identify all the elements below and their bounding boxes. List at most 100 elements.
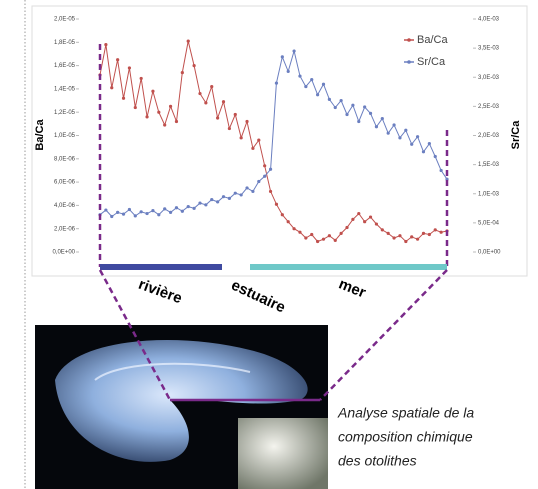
data-point	[292, 227, 295, 230]
data-point	[104, 43, 107, 46]
data-point	[387, 132, 390, 135]
data-point	[345, 113, 348, 116]
data-point	[281, 213, 284, 216]
y-tick-label: 1,0E-05	[54, 133, 76, 139]
data-point	[298, 231, 301, 234]
data-point	[134, 214, 137, 217]
y-tick-label: 8,0E-06	[54, 156, 76, 162]
data-point	[163, 207, 166, 210]
data-point	[204, 101, 207, 104]
data-point	[234, 113, 237, 116]
data-point	[110, 215, 113, 218]
data-point	[316, 93, 319, 96]
data-point	[198, 201, 201, 204]
y2-tick-label: 4,0E-03	[478, 17, 500, 23]
data-point	[169, 211, 172, 214]
data-point	[210, 85, 213, 88]
y2-tick-label: 2,5E-03	[478, 104, 500, 110]
data-point	[181, 71, 184, 74]
data-point	[151, 90, 154, 93]
data-point	[151, 209, 154, 212]
y-tick-label: 2,0E-05	[54, 17, 76, 23]
y2-tick-label: 2,0E-03	[478, 133, 500, 139]
data-point	[434, 155, 437, 158]
legend-swatch-dot	[407, 60, 411, 64]
data-point	[228, 127, 231, 130]
data-point	[422, 232, 425, 235]
data-point	[328, 234, 331, 237]
data-point	[416, 238, 419, 241]
data-point	[304, 85, 307, 88]
data-point	[428, 233, 431, 236]
data-point	[128, 66, 131, 69]
data-point	[369, 112, 372, 115]
data-point	[275, 203, 278, 206]
data-point	[287, 70, 290, 73]
figure: Ba/Ca Sr/Ca 0,0E+002,0E-064,0E-066,0E-06…	[0, 0, 538, 489]
data-point	[375, 125, 378, 128]
data-point	[245, 120, 248, 123]
caption-line: des otolithes	[338, 453, 417, 469]
y2-tick-label: 3,0E-03	[478, 75, 500, 81]
data-point	[169, 105, 172, 108]
y-axis-title: Ba/Ca	[34, 119, 46, 151]
data-point	[322, 238, 325, 241]
data-point	[222, 100, 225, 103]
data-point	[275, 81, 278, 84]
y-tick-label: 4,0E-06	[54, 203, 76, 209]
data-point	[281, 55, 284, 58]
data-point	[257, 139, 260, 142]
data-point	[145, 115, 148, 118]
y-tick-label: 2,0E-06	[54, 226, 76, 232]
caption-line: Analyse spatiale de la	[337, 405, 474, 421]
data-point	[263, 164, 266, 167]
y2-tick-label: 3,5E-03	[478, 46, 500, 52]
data-point	[357, 212, 360, 215]
data-point	[387, 232, 390, 235]
data-point	[440, 231, 443, 234]
data-point	[398, 136, 401, 139]
data-point	[245, 186, 248, 189]
data-point	[363, 105, 366, 108]
data-point	[410, 143, 413, 146]
zone-label: estuaire	[229, 277, 288, 317]
data-point	[298, 74, 301, 77]
legend-swatch-dot	[407, 38, 411, 42]
data-point	[204, 203, 207, 206]
data-point	[193, 207, 196, 210]
y2-tick-label: 1,5E-03	[478, 162, 500, 168]
data-point	[163, 123, 166, 126]
data-point	[116, 58, 119, 61]
data-point	[375, 222, 378, 225]
data-point	[287, 220, 290, 223]
y2-tick-label: 0,0E+00	[478, 250, 501, 256]
data-point	[363, 220, 366, 223]
data-point	[251, 147, 254, 150]
data-point	[175, 120, 178, 123]
data-point	[122, 213, 125, 216]
data-point	[369, 215, 372, 218]
y-tick-label: 0,0E+00	[52, 250, 75, 256]
data-point	[187, 40, 190, 43]
data-point	[240, 136, 243, 139]
zone-bar	[100, 264, 222, 270]
data-point	[340, 99, 343, 102]
data-point	[198, 92, 201, 95]
data-point	[381, 228, 384, 231]
data-point	[304, 236, 307, 239]
data-point	[116, 211, 119, 214]
data-point	[234, 192, 237, 195]
data-point	[269, 190, 272, 193]
data-point	[292, 49, 295, 52]
legend-label: Ba/Ca	[417, 34, 448, 46]
data-point	[222, 195, 225, 198]
caption-line: composition chimique	[338, 429, 473, 445]
data-point	[404, 129, 407, 132]
data-point	[440, 169, 443, 172]
data-point	[175, 206, 178, 209]
legend-label: Sr/Ca	[417, 56, 446, 68]
y-tick-label: 1,8E-05	[54, 40, 76, 46]
data-point	[392, 236, 395, 239]
data-point	[240, 193, 243, 196]
data-point	[251, 190, 254, 193]
